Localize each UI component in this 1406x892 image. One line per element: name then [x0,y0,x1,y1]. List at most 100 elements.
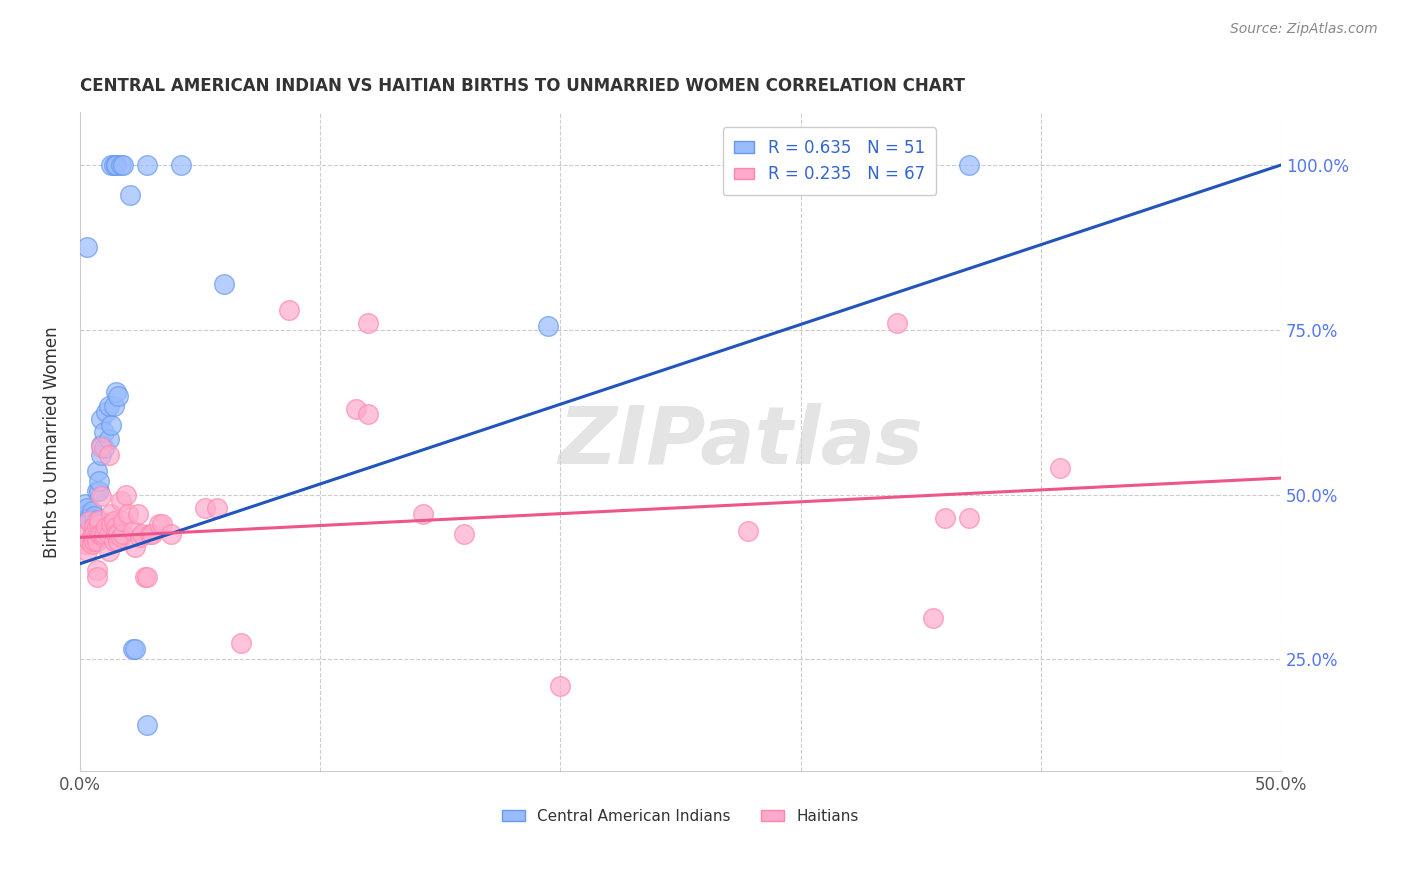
Point [79,533,101,548]
Point [1049,461,1071,475]
Point [136,158,159,172]
Point [86,465,108,479]
Point [229,636,252,650]
Point [73,537,96,551]
Point [957,510,980,524]
Point [86,533,108,548]
Point [412,508,434,522]
Point [100,517,122,532]
Point [86,563,108,577]
Point [79,514,101,528]
Point [86,512,108,526]
Point [121,642,143,657]
Point [129,530,152,544]
Point [136,718,159,732]
Point [150,517,173,532]
Point [87,512,110,526]
Point [90,411,112,425]
Point [100,158,122,172]
Point [86,570,108,584]
Point [537,319,560,334]
Point [934,510,956,524]
Point [76,543,98,558]
Point [90,440,112,454]
Point [136,570,159,584]
Point [357,407,380,421]
Point [117,508,139,522]
Point [112,514,135,528]
Point [124,642,146,657]
Point [80,520,103,534]
Point [170,158,193,172]
Point [76,508,98,522]
Point [83,533,105,548]
Point [97,543,120,558]
Point [86,484,108,499]
Point [131,527,153,541]
Point [550,679,572,693]
Point [90,448,112,462]
Point [737,524,759,538]
Point [83,527,105,541]
Point [110,494,132,508]
Point [110,158,132,172]
Point [97,432,120,446]
Point [90,489,112,503]
Point [87,475,110,489]
Point [76,510,98,524]
Point [114,487,136,501]
Point [100,418,122,433]
Point [277,303,299,318]
Point [112,158,135,172]
Point [205,500,228,515]
Point [86,520,108,534]
Point [80,504,103,518]
Point [104,520,127,534]
Point [110,530,132,544]
Point [120,187,142,202]
Point [83,508,105,523]
Point [96,405,118,419]
Point [103,514,125,528]
Legend: Central American Indians, Haitians: Central American Indians, Haitians [496,803,865,830]
Point [107,527,129,541]
Point [90,527,112,541]
Point [76,500,98,515]
Point [79,514,101,528]
Point [886,316,908,330]
Point [212,277,235,291]
Point [80,530,103,544]
Point [83,527,105,541]
Point [96,520,118,534]
Point [86,514,108,528]
Text: CENTRAL AMERICAN INDIAN VS HAITIAN BIRTHS TO UNMARRIED WOMEN CORRELATION CHART: CENTRAL AMERICAN INDIAN VS HAITIAN BIRTH… [80,78,965,95]
Point [76,240,98,254]
Point [104,527,127,541]
Point [97,527,120,541]
Point [957,158,980,172]
Point [87,514,110,528]
Point [127,508,149,522]
Text: Source: ZipAtlas.com: Source: ZipAtlas.com [1230,22,1378,37]
Point [103,158,125,172]
Point [100,508,122,522]
Point [160,527,183,541]
Point [93,442,115,456]
Point [825,158,848,172]
Point [87,484,110,499]
Point [194,500,217,515]
Point [121,524,143,538]
Point [357,316,380,330]
Point [148,517,170,532]
Point [104,158,127,172]
Point [93,530,115,544]
Point [134,570,156,584]
Point [104,385,127,400]
Point [79,510,101,524]
Point [87,527,110,541]
Text: ZIPatlas: ZIPatlas [558,403,922,481]
Point [138,527,160,541]
Point [93,425,115,439]
Point [103,399,125,413]
Point [93,527,115,541]
